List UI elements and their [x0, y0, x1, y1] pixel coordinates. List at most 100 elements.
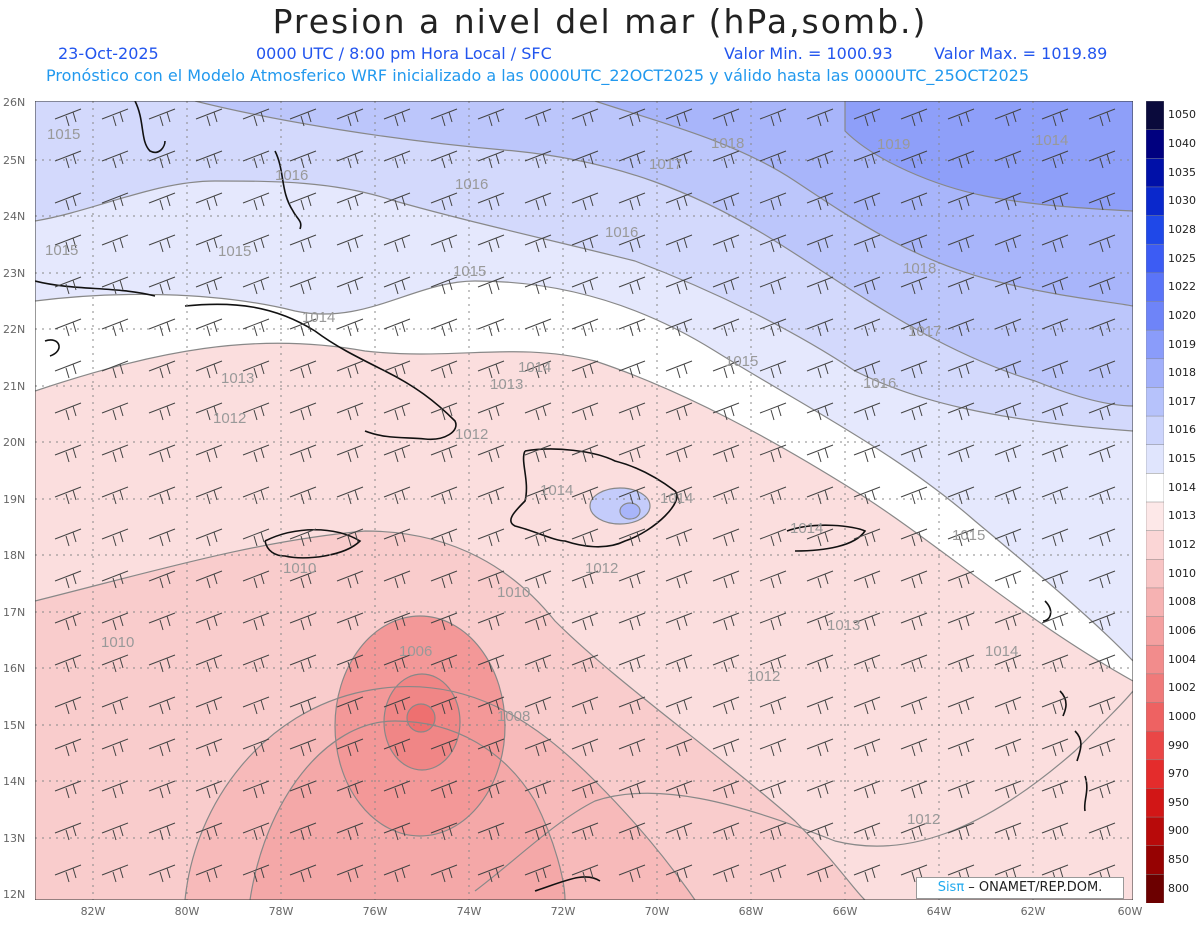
- wind-barb: [947, 822, 975, 841]
- wind-barb: [806, 486, 834, 505]
- wind-barb: [289, 444, 317, 463]
- wind-barb: [242, 822, 270, 841]
- forecast-date: 23-Oct-2025: [58, 44, 159, 63]
- wind-barb: [1088, 318, 1116, 337]
- wind-barb: [148, 444, 176, 463]
- wind-barb: [336, 486, 364, 505]
- color-bar-label: 1004: [1168, 652, 1196, 666]
- lat-label: 20N: [3, 436, 26, 449]
- wind-barb: [289, 822, 317, 841]
- wind-barb: [1041, 654, 1069, 673]
- color-bar-label: 1010: [1168, 566, 1196, 580]
- contour-label: 1014: [790, 520, 823, 537]
- wind-barb: [712, 444, 740, 463]
- color-bar-label: 1030: [1168, 194, 1196, 208]
- wind-barb: [383, 318, 411, 337]
- wind-barb: [242, 360, 270, 379]
- credit-box: Sisπ – ONAMET/REP.DOM.: [916, 877, 1124, 899]
- wind-barb: [336, 192, 364, 211]
- min-value: Valor Min. = 1000.93: [724, 44, 893, 63]
- wind-barb: [853, 696, 881, 715]
- wind-barb: [947, 570, 975, 589]
- wind-barb: [853, 276, 881, 295]
- color-bar-label: 800: [1168, 881, 1189, 895]
- wind-barb: [195, 360, 223, 379]
- contour-label: 1015: [725, 353, 758, 370]
- wind-barb: [900, 318, 928, 337]
- color-bar: [1146, 101, 1164, 903]
- wind-barb: [712, 192, 740, 211]
- wind-barb: [101, 192, 129, 211]
- wind-barb: [900, 192, 928, 211]
- color-bar-swatch: [1146, 530, 1164, 561]
- wind-barb: [712, 822, 740, 841]
- wind-barb: [1088, 486, 1116, 505]
- wind-barb: [665, 864, 693, 883]
- wind-barb: [665, 108, 693, 127]
- wind-barb: [101, 108, 129, 127]
- wind-barb: [524, 150, 552, 169]
- contour-label: 1008: [497, 708, 530, 725]
- wind-barb: [759, 864, 787, 883]
- wind-barb: [853, 654, 881, 673]
- lon-label: 70W: [644, 905, 670, 918]
- wind-barb: [618, 654, 646, 673]
- wind-barb: [571, 570, 599, 589]
- wind-barb: [618, 528, 646, 547]
- wind-barb: [477, 822, 505, 841]
- wind-barb: [1041, 738, 1069, 757]
- wind-barb: [524, 234, 552, 253]
- contour-label: 1012: [907, 811, 940, 828]
- wind-barb: [1041, 570, 1069, 589]
- lon-label: 60W: [1117, 905, 1143, 918]
- wind-barb: [242, 108, 270, 127]
- lon-label: 68W: [738, 905, 764, 918]
- wind-barb: [618, 150, 646, 169]
- wind-barb: [54, 612, 82, 631]
- lon-label: 80W: [174, 905, 200, 918]
- wind-barb: [994, 696, 1022, 715]
- wind-barb: [571, 780, 599, 799]
- model-info: Pronóstico con el Modelo Atmosferico WRF…: [46, 66, 1030, 85]
- wind-barb: [994, 528, 1022, 547]
- contour-label: 1012: [585, 560, 618, 577]
- wind-barb: [289, 570, 317, 589]
- wind-barb: [477, 696, 505, 715]
- wind-barb: [571, 654, 599, 673]
- wind-barb: [1088, 822, 1116, 841]
- wind-barb: [54, 486, 82, 505]
- wind-barb: [994, 192, 1022, 211]
- wind-barb: [195, 654, 223, 673]
- wind-barb: [524, 738, 552, 757]
- color-bar-swatch: [1146, 559, 1164, 589]
- color-bar-swatch: [1146, 874, 1164, 903]
- wind-barb: [618, 612, 646, 631]
- wind-barb: [54, 108, 82, 127]
- wind-barb: [383, 360, 411, 379]
- contour-label: 1015: [47, 126, 80, 143]
- color-bar-swatch: [1146, 101, 1164, 131]
- wind-barb: [195, 192, 223, 211]
- color-bar-swatch: [1146, 673, 1164, 704]
- wind-barb: [430, 444, 458, 463]
- wind-barb: [289, 108, 317, 127]
- wind-barb: [759, 402, 787, 421]
- wind-barb: [289, 780, 317, 799]
- wind-barb: [900, 612, 928, 631]
- wind-barb: [477, 528, 505, 547]
- wind-barb: [759, 696, 787, 715]
- wind-barb: [524, 486, 552, 505]
- wind-barb: [101, 486, 129, 505]
- wind-barb: [900, 570, 928, 589]
- color-bar-label: 1040: [1168, 137, 1196, 150]
- wind-barb: [383, 696, 411, 715]
- wind-barb: [806, 570, 834, 589]
- wind-barb: [947, 738, 975, 757]
- wind-barb: [336, 318, 364, 337]
- color-bar-swatch: [1146, 301, 1164, 331]
- wind-barb: [101, 612, 129, 631]
- wind-barb: [900, 864, 928, 883]
- wind-barb: [665, 822, 693, 841]
- wind-barb: [54, 780, 82, 799]
- color-bar-swatch: [1146, 272, 1164, 303]
